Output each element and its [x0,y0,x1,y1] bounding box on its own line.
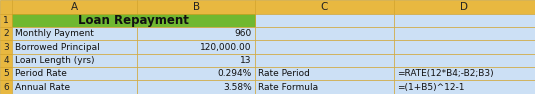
Text: A: A [71,2,78,12]
Bar [0,40,12,54]
Text: Annual Rate: Annual Rate [15,83,70,92]
Bar [0,54,12,67]
Text: 2: 2 [3,29,9,38]
Bar [255,54,394,67]
Bar [0,80,12,94]
Text: 6: 6 [3,83,9,92]
Bar [12,14,137,27]
Text: 5: 5 [3,69,9,78]
Bar [12,54,137,67]
Text: D: D [460,2,468,12]
Bar [12,0,137,14]
Bar [255,67,394,80]
Text: B: B [193,2,200,12]
Text: 3: 3 [3,42,9,52]
Text: Borrowed Principal: Borrowed Principal [15,42,100,52]
Bar [137,54,255,67]
Bar [137,67,255,80]
Bar [0,67,12,80]
Bar [12,27,137,40]
Bar [12,14,255,27]
Text: Period Rate: Period Rate [15,69,67,78]
Bar [394,40,535,54]
Text: Rate Formula: Rate Formula [258,83,318,92]
Bar [137,80,255,94]
Text: 0.294%: 0.294% [218,69,252,78]
Text: 4: 4 [3,56,9,65]
Bar [12,40,137,54]
Bar [255,40,394,54]
Text: Rate Period: Rate Period [258,69,310,78]
Bar [137,0,255,14]
Bar [394,67,535,80]
Text: 960: 960 [235,29,252,38]
Bar [0,27,12,40]
Bar [12,80,137,94]
Text: Monthly Payment: Monthly Payment [15,29,94,38]
Text: 120,000.00: 120,000.00 [201,42,252,52]
Bar [394,0,535,14]
Bar [394,27,535,40]
Bar [137,27,255,40]
Bar [394,14,535,27]
Text: =(1+B5)^12-1: =(1+B5)^12-1 [397,83,464,92]
Text: C: C [320,2,328,12]
Bar [255,0,394,14]
Text: 13: 13 [240,56,252,65]
Bar [255,14,394,27]
Text: =RATE(12*B4;-B2;B3): =RATE(12*B4;-B2;B3) [397,69,494,78]
Text: Loan Length (yrs): Loan Length (yrs) [15,56,95,65]
Bar [394,80,535,94]
Bar [394,54,535,67]
Bar [137,40,255,54]
Text: Loan Repayment: Loan Repayment [78,14,189,27]
Bar [255,27,394,40]
Bar [255,80,394,94]
Bar [0,0,12,14]
Bar [0,14,12,27]
Bar [137,14,255,27]
Text: 3.58%: 3.58% [223,83,252,92]
Text: 1: 1 [3,16,9,25]
Bar [12,67,137,80]
